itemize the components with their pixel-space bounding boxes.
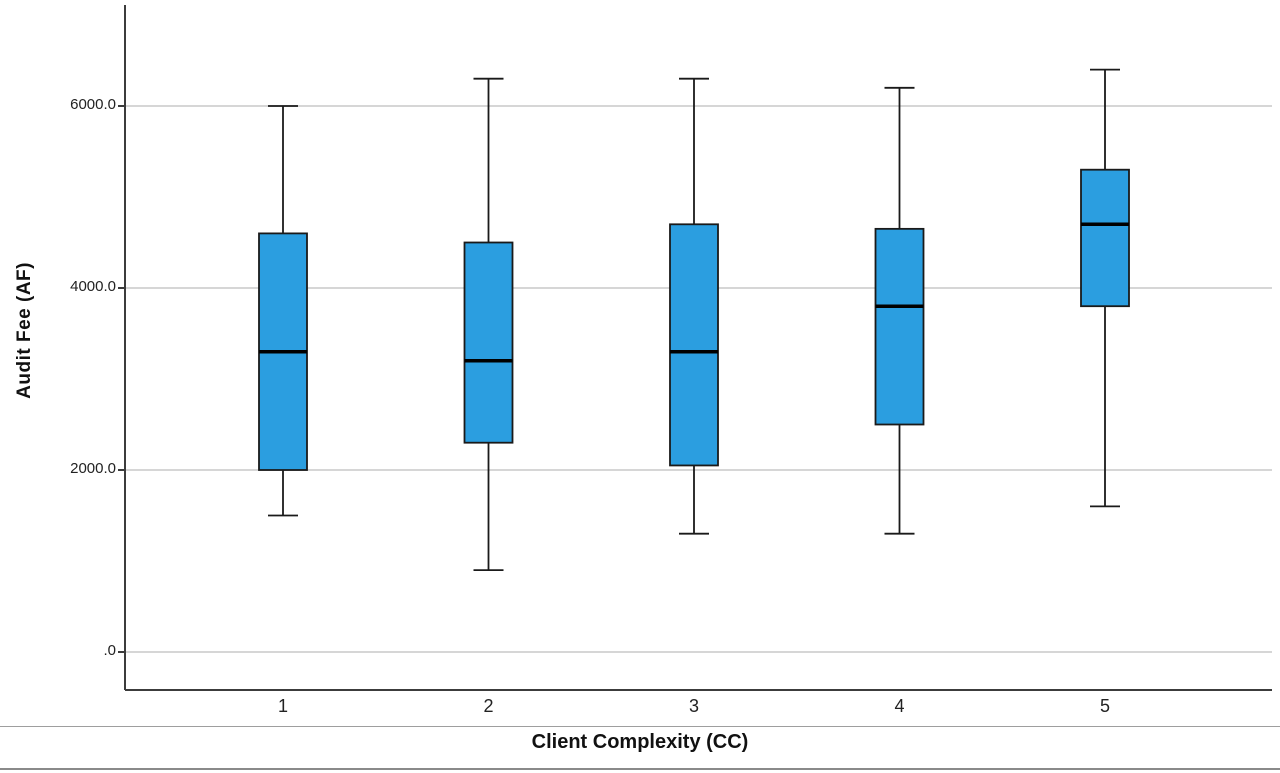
x-tick-label: 2	[483, 696, 494, 716]
y-tick-label: 6000.0	[70, 96, 116, 113]
box-5	[1080, 168, 1130, 308]
y-tick-label: 4000.0	[70, 278, 116, 295]
separator-line-bottom	[0, 768, 1280, 770]
y-tick-label: .0	[103, 642, 116, 659]
x-tick-label: 3	[688, 696, 699, 716]
box-3	[669, 223, 719, 467]
separator-line	[0, 726, 1280, 727]
x-tick-label: 5	[1099, 696, 1110, 716]
y-axis-title: Audit Fee (AF)	[14, 262, 35, 399]
box-2	[463, 241, 514, 444]
x-tick-label: 4	[894, 696, 905, 716]
box-4	[874, 227, 925, 426]
x-tick-label: 1	[277, 696, 288, 716]
x-axis-title: Client Complexity (CC)	[531, 731, 749, 753]
y-tick-label: 2000.0	[70, 460, 116, 477]
